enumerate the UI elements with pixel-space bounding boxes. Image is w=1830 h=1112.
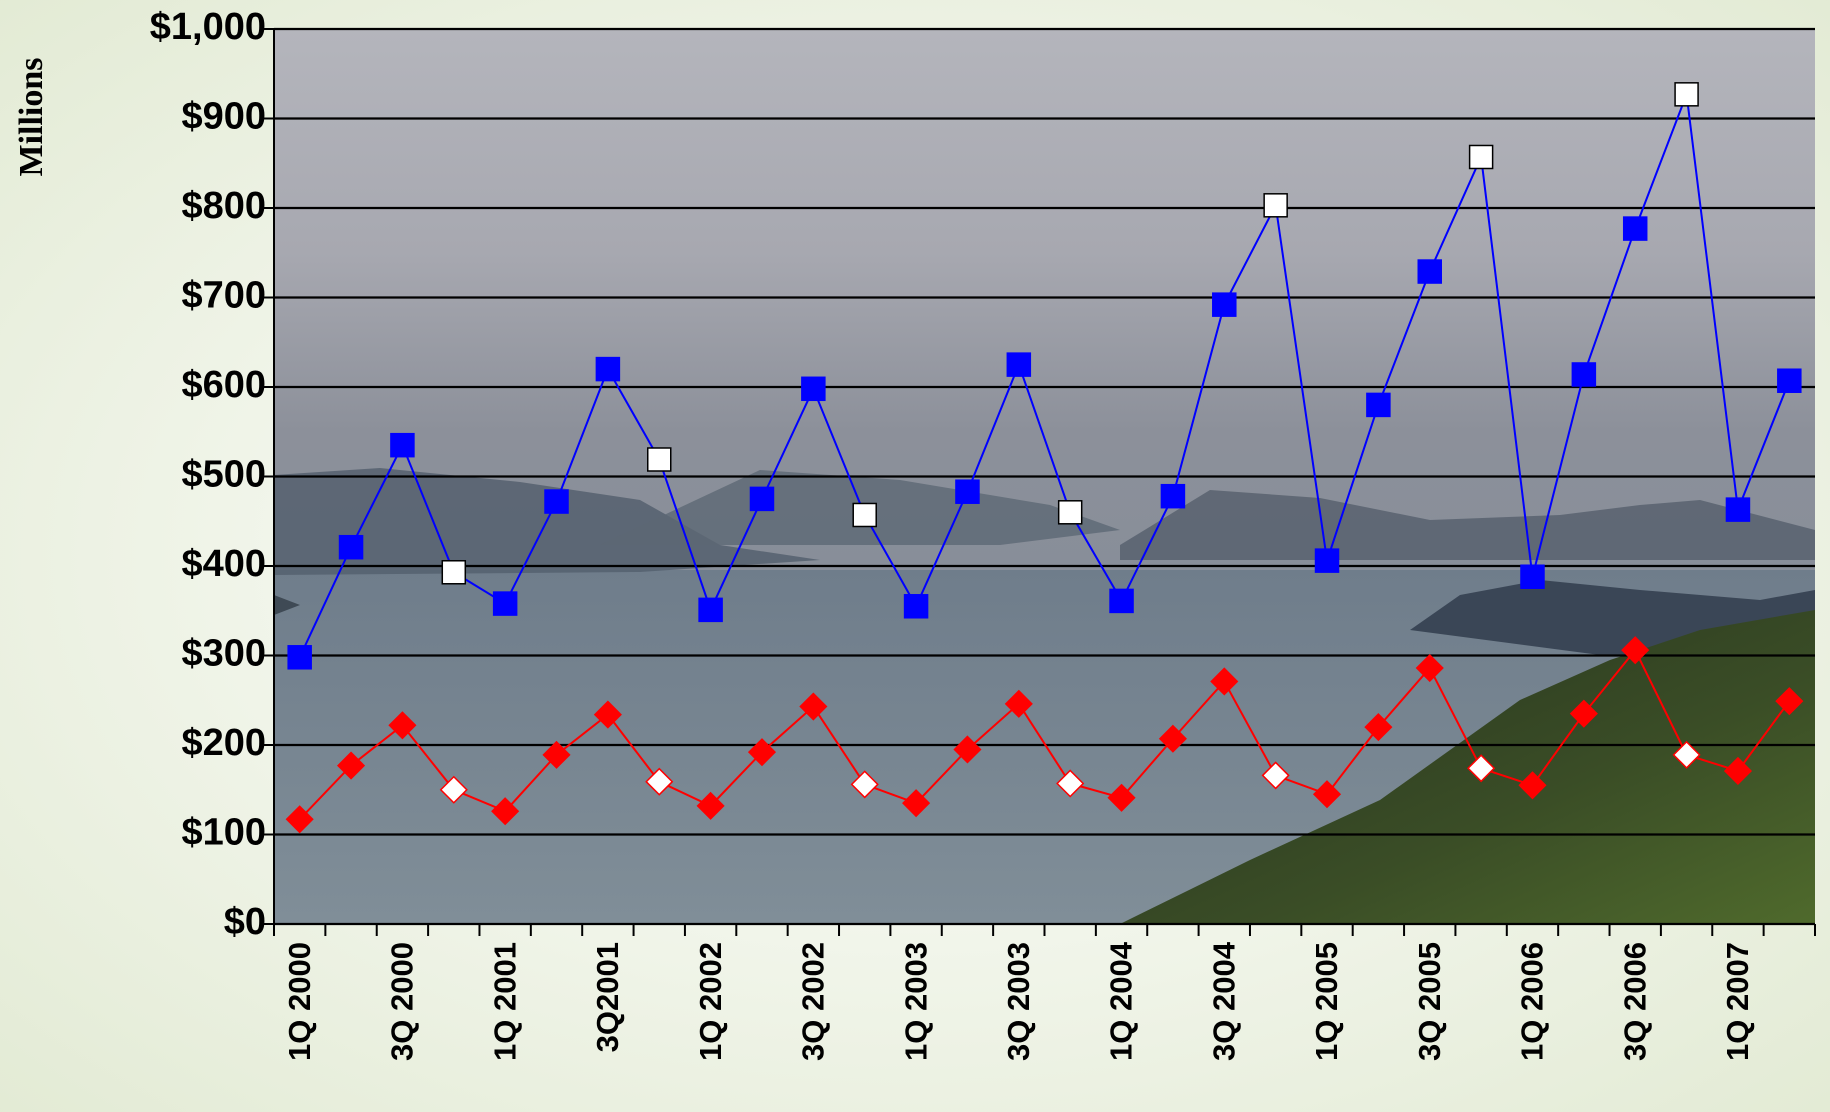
y-tick-label: $0: [224, 901, 266, 943]
marker-diamond: [850, 770, 879, 799]
x-tick-label: 1Q 2006: [1515, 942, 1550, 1061]
marker-square: [801, 376, 826, 402]
marker-diamond: [747, 738, 777, 767]
marker-diamond: [953, 735, 982, 764]
x-tick-label: 1Q 2000: [282, 942, 317, 1061]
marker-square: [1725, 497, 1751, 522]
y-tick-label: $500: [181, 454, 266, 496]
series-line: [298, 93, 1791, 658]
marker-diamond: [645, 767, 674, 796]
marker-square: [1160, 483, 1186, 509]
x-tick-label: 1Q 2001: [487, 942, 522, 1061]
x-tick-label: 3Q 2003: [1001, 942, 1036, 1061]
y-tick-label: $900: [181, 96, 266, 138]
y-tick-label: $700: [181, 275, 266, 317]
marker-diamond: [1004, 689, 1033, 718]
marker-diamond: [1569, 699, 1598, 728]
marker-diamond: [1723, 756, 1753, 786]
marker-square: [647, 447, 672, 472]
marker-square: [544, 489, 569, 514]
marker-diamond: [1518, 771, 1547, 800]
marker-diamond: [285, 805, 314, 834]
series-line: [298, 648, 1791, 820]
x-tick-label: 1Q 2005: [1309, 942, 1344, 1061]
y-axis-label: Millions: [13, 57, 50, 176]
marker-diamond: [542, 740, 571, 769]
marker-diamond: [439, 775, 468, 804]
x-tick-label: 1Q 2002: [693, 942, 728, 1061]
marker-diamond: [1158, 724, 1187, 753]
marker-square: [1212, 292, 1237, 317]
marker-diamond: [1467, 754, 1496, 783]
y-tick-label: $300: [181, 633, 266, 675]
marker-diamond: [388, 711, 417, 740]
marker-diamond: [1107, 783, 1136, 812]
marker-square: [492, 591, 518, 616]
x-tick-label: 1Q 2007: [1720, 942, 1755, 1061]
marker-square: [1057, 500, 1083, 525]
marker-square: [955, 479, 980, 504]
marker-diamond: [491, 797, 520, 826]
marker-diamond: [1621, 636, 1650, 665]
marker-diamond: [1775, 687, 1804, 716]
marker-diamond: [799, 692, 828, 721]
x-tick-label: 3Q 2006: [1617, 942, 1652, 1061]
y-tick-label: $100: [181, 812, 266, 854]
marker-square: [338, 534, 364, 560]
marker-diamond: [1210, 667, 1239, 696]
y-tick-label: $1,000: [150, 6, 266, 48]
marker-square: [698, 597, 723, 623]
y-tick-label: $200: [181, 722, 266, 764]
x-tick-label: 3Q 2005: [1412, 942, 1447, 1061]
marker-square: [390, 432, 415, 458]
y-tick-label: $400: [181, 543, 266, 585]
marker-diamond: [1056, 769, 1085, 798]
marker-square: [749, 486, 775, 512]
marker-square: [287, 645, 312, 670]
marker-square: [1468, 144, 1494, 170]
x-tick-label: 3Q 2002: [796, 942, 831, 1061]
marker-diamond: [1415, 653, 1444, 683]
y-tick-label: $600: [181, 364, 266, 406]
marker-square: [1777, 368, 1802, 393]
marker-square: [852, 502, 877, 528]
marker-diamond: [902, 789, 931, 818]
x-tick-label: 3Q 2004: [1206, 941, 1241, 1061]
marker-diamond: [593, 700, 622, 729]
marker-square: [1417, 259, 1442, 284]
marker-square: [441, 560, 467, 585]
y-tick-label: $800: [181, 185, 266, 227]
series: [285, 636, 1804, 834]
marker-square: [1263, 193, 1288, 218]
marker-square: [1366, 392, 1391, 418]
marker-diamond: [336, 751, 366, 780]
marker-diamond: [1261, 761, 1290, 790]
marker-square: [1571, 362, 1597, 387]
marker-diamond: [1672, 740, 1701, 769]
marker-square: [1314, 548, 1340, 573]
marker-square: [595, 356, 621, 382]
x-tick-label: 3Q2001: [590, 942, 625, 1052]
marker-square: [1622, 216, 1648, 241]
marker-diamond: [1312, 780, 1342, 809]
marker-square: [1520, 564, 1545, 589]
marker-square: [1674, 82, 1699, 107]
marker-square: [1006, 352, 1032, 377]
x-tick-label: 1Q 2003: [898, 942, 933, 1061]
series: [287, 82, 1802, 670]
marker-square: [903, 594, 929, 619]
marker-diamond: [1364, 713, 1393, 742]
marker-square: [1109, 588, 1134, 614]
x-tick-label: 3Q 2000: [385, 942, 420, 1061]
marker-diamond: [696, 791, 725, 820]
x-tick-label: 1Q 2004: [1104, 941, 1139, 1061]
